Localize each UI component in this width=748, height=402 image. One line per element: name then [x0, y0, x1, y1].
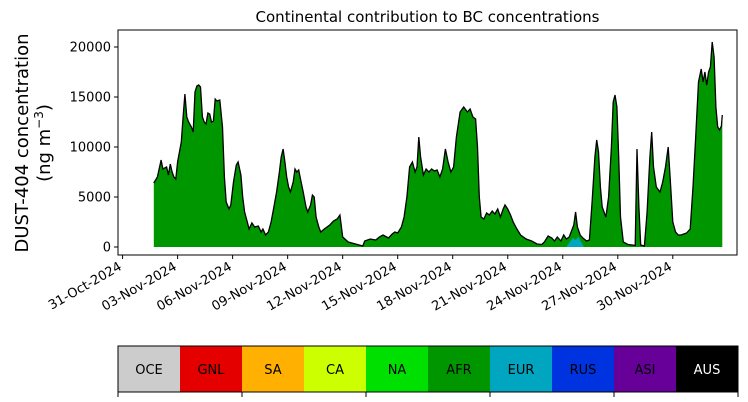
legend-swatch-na	[366, 346, 429, 392]
total-line	[153, 41, 723, 247]
y-tick-label: 5000	[78, 191, 111, 206]
legend-label-ca: CA	[326, 363, 344, 378]
y-axis-label-line2: (ng m−3)	[32, 104, 55, 182]
y-tick-label: 0	[103, 241, 111, 256]
plot-area	[117, 29, 738, 256]
legend-swatch-eur	[490, 346, 553, 392]
legend-label-oce: OCE	[135, 363, 163, 378]
legend-swatch-gnl	[180, 346, 243, 392]
y-axis-ticks: 0 5000 10000 15000 20000	[70, 41, 118, 256]
legend-label-gnl: GNL	[197, 363, 225, 378]
legend-label-na: NA	[388, 363, 407, 378]
series-area-eur	[566, 237, 584, 247]
series-area-afr	[153, 42, 723, 247]
series-layer	[153, 41, 723, 247]
y-tick-label: 15000	[70, 91, 111, 106]
legend-label-afr: AFR	[446, 363, 471, 378]
legend-label-asi: ASI	[635, 363, 656, 378]
legend-label-aus: AUS	[694, 363, 721, 378]
legend-frame	[117, 345, 739, 393]
y-axis-label-line1: DUST-404 concentration	[12, 33, 33, 252]
legend-swatch-asi	[614, 346, 677, 392]
legend-label-rus: RUS	[570, 363, 597, 378]
legend-swatch-oce	[118, 346, 181, 392]
x-axis-ticks: 31-Oct-202403-Nov-202406-Nov-202409-Nov-…	[46, 255, 675, 314]
legend-swatch-aus	[676, 346, 739, 392]
legend-swatch-afr	[428, 346, 491, 392]
y-axis-label: DUST-404 concentration (ng m−3)	[12, 33, 55, 252]
legend-swatch-rus	[552, 346, 615, 392]
color-legend: OCE GNL SA CA NA AFR EUR RUS ASI AUS	[117, 345, 739, 397]
y-tick-label: 10000	[70, 141, 111, 156]
chart-title: Continental contribution to BC concentra…	[256, 8, 600, 26]
legend-label-eur: EUR	[508, 363, 535, 378]
legend-swatch-sa	[242, 346, 305, 392]
legend-swatch-ca	[304, 346, 367, 392]
y-tick-label: 20000	[70, 41, 111, 56]
legend-label-sa: SA	[264, 363, 281, 378]
